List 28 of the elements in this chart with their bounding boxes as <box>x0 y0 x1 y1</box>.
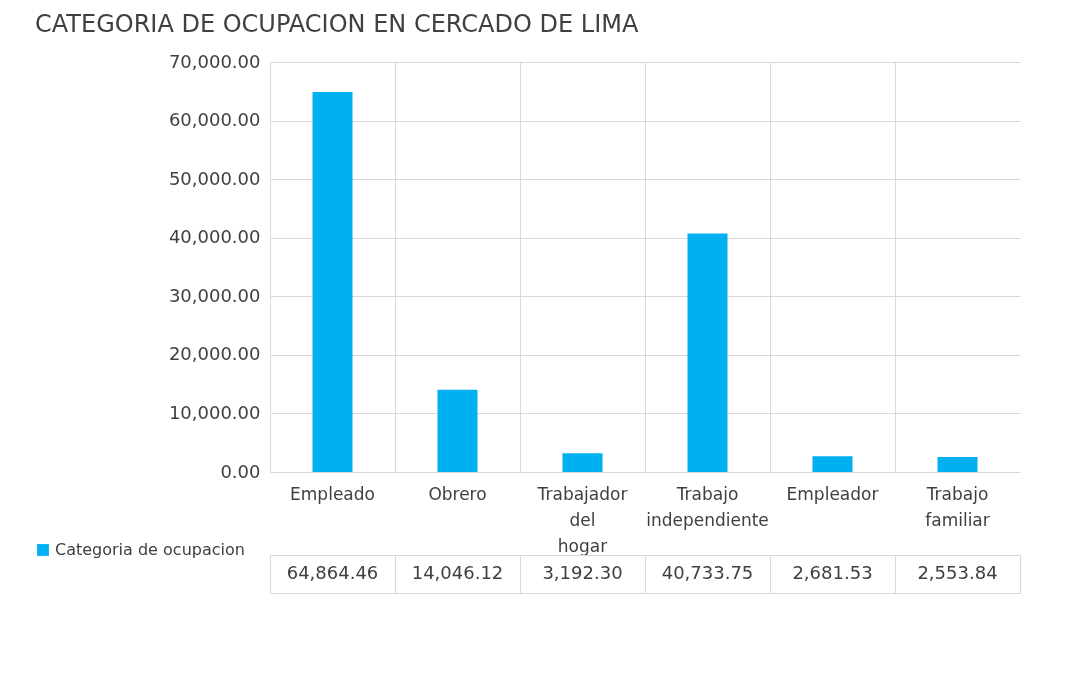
data-label: 64,864.46 <box>286 562 379 583</box>
bar <box>437 389 478 472</box>
bar <box>937 457 978 472</box>
y-tick-label: 60,000.00 <box>168 109 261 131</box>
x-tick-label: Trabajo familiar <box>925 483 990 530</box>
data-label: 14,046.12 <box>411 562 504 583</box>
x-tick-label: Obrero <box>428 483 487 504</box>
bar <box>312 92 353 472</box>
y-tick-label: 0.00 <box>220 460 261 482</box>
bar <box>562 453 603 472</box>
bar <box>812 456 853 472</box>
data-label: 2,553.84 <box>917 562 998 583</box>
x-tick-label: Empleado <box>290 483 375 504</box>
y-tick-label: 20,000.00 <box>168 343 261 365</box>
y-tick-label: 70,000.00 <box>168 50 261 72</box>
y-tick-label: 40,000.00 <box>168 226 261 248</box>
data-label: 40,733.75 <box>661 562 754 583</box>
x-tick-label: Trabajo independiente <box>646 483 769 530</box>
x-tick-label: Trabajador del hogar <box>536 483 628 556</box>
chart-title: CATEGORIA DE OCUPACION EN CERCADO DE LIMA <box>35 10 639 38</box>
y-tick-label: 10,000.00 <box>168 401 261 423</box>
legend-label: Categoria de ocupacion <box>55 540 245 559</box>
x-tick-label: Empleador <box>786 483 879 504</box>
bar <box>687 233 728 472</box>
y-tick-label: 30,000.00 <box>168 284 261 306</box>
y-tick-label: 50,000.00 <box>168 167 261 189</box>
data-label: 3,192.30 <box>542 562 623 583</box>
data-label: 2,681.53 <box>792 562 873 583</box>
